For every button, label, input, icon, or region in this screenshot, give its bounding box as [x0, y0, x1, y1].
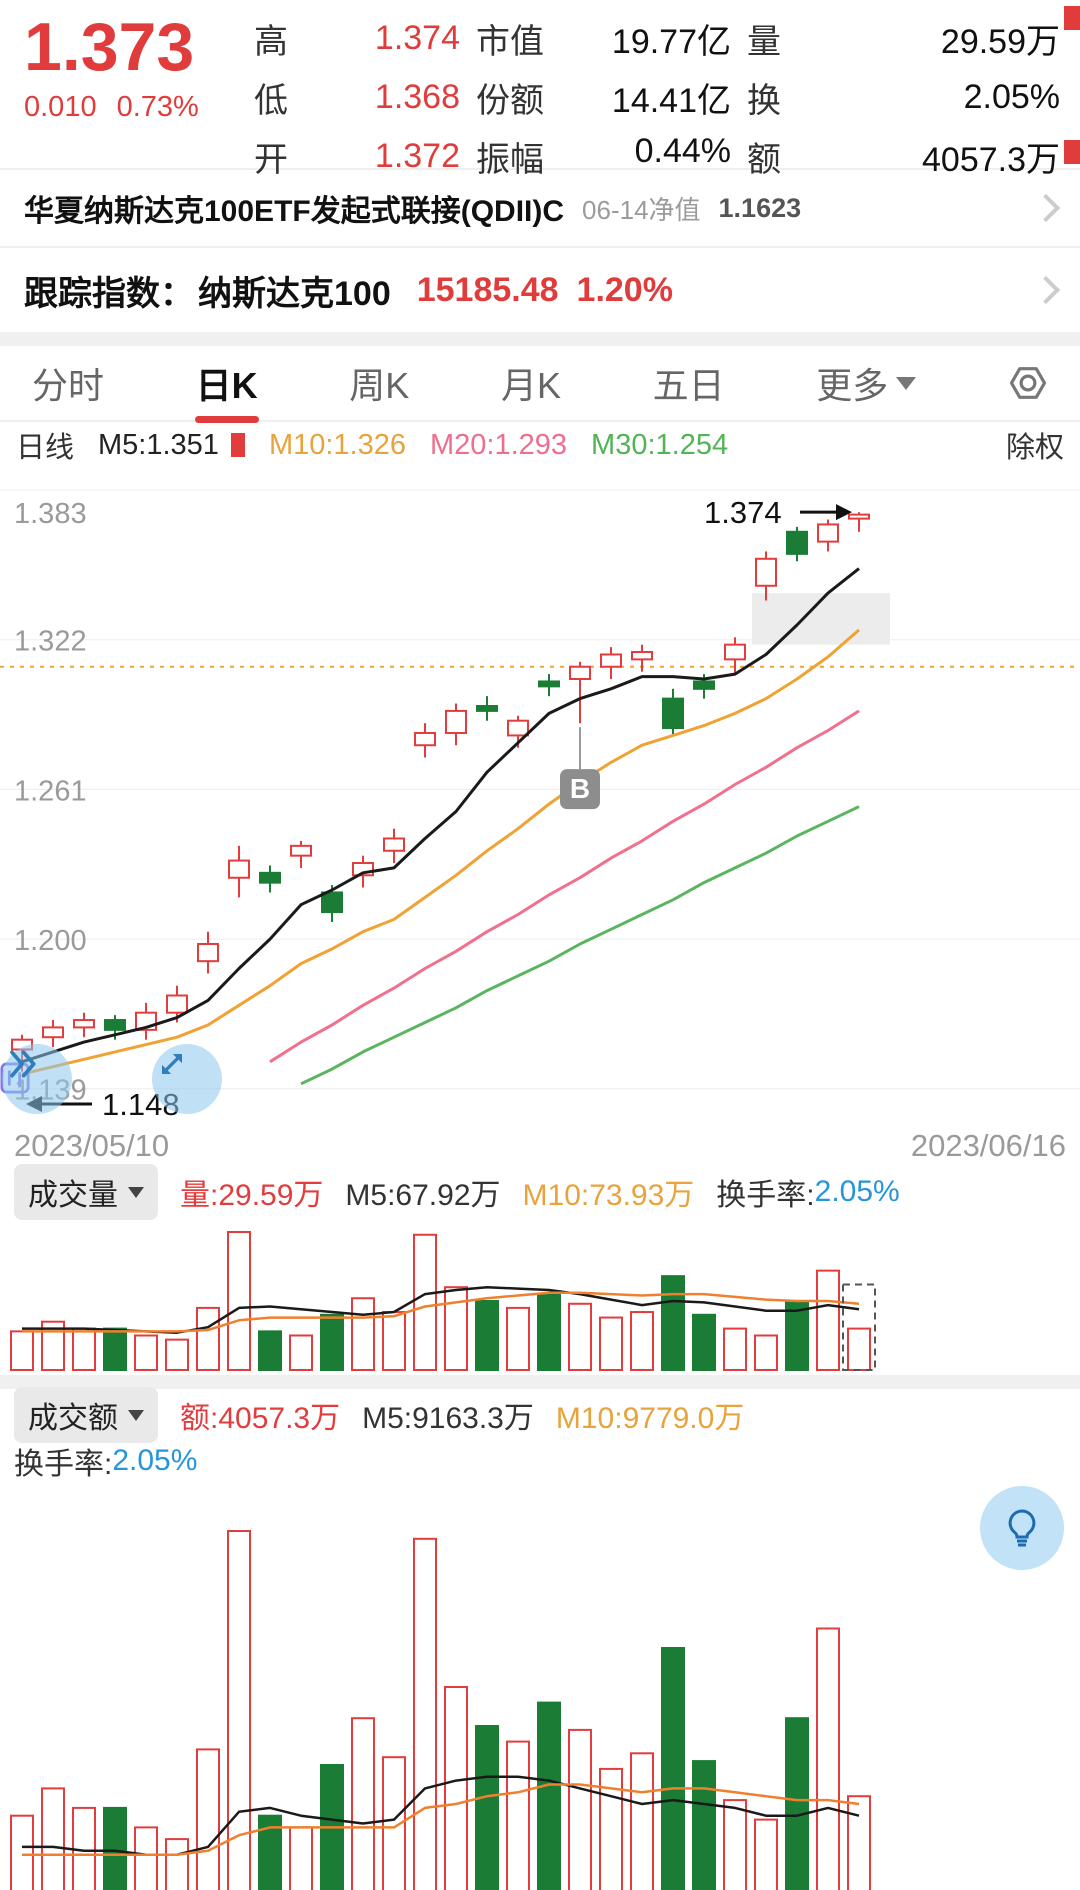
fund-name: 华夏纳斯达克100ETF发起式联接(QDII)C — [24, 195, 565, 228]
chevron-right-icon — [1031, 275, 1061, 305]
current-price: 1.373 — [24, 9, 195, 85]
linked-fund-row[interactable]: 华夏纳斯达克100ETF发起式联接(QDII)C 06-14净值 1.1623 — [0, 168, 1080, 248]
amount-ma10: M10:9779.0万 — [555, 1402, 745, 1435]
high-label: 高 — [254, 23, 288, 61]
change-value: 0.010 — [24, 90, 97, 123]
expand-icon — [162, 1054, 182, 1074]
expand-chart-button[interactable] — [152, 1044, 222, 1114]
nav-value: 1.1623 — [718, 192, 802, 223]
turnover-label: 换 — [747, 82, 781, 120]
red-marker-bottom — [1064, 140, 1080, 164]
bulb-icon — [1008, 1509, 1036, 1547]
volume-pane: 成交量 量:29.59万 M5:67.92万 M10:73.93万 换手率: 2.… — [0, 1164, 1080, 1375]
amount-indicator-selector[interactable]: 成交额 — [14, 1387, 158, 1443]
amount-pane-header: 成交额 额:4057.3万 M5:9163.3万 M10:9779.0万 — [0, 1387, 1080, 1443]
turnover-value: 2.05% — [963, 78, 1060, 116]
caret-down-icon — [128, 1186, 144, 1198]
ma10-legend: M10:1.326 — [268, 428, 406, 461]
amount-value: 4057.3万 — [922, 141, 1060, 179]
settings-gear-icon[interactable] — [1006, 361, 1050, 405]
chart-period-tabs: 分时 日K 周K 月K 五日 更多 — [0, 346, 1080, 422]
share-count: 份额 14.41亿 — [476, 82, 731, 120]
tab-monthly-k[interactable]: 月K — [500, 365, 561, 406]
red-marker-top — [1064, 6, 1080, 30]
ma5-legend: M5:1.351 — [98, 428, 219, 461]
indicator-legend: 日线 M5:1.351 M10:1.326 M20:1.293 M30:1.25… — [0, 422, 1080, 468]
svg-text:1.383: 1.383 — [14, 498, 87, 530]
section-divider — [0, 1375, 1080, 1389]
price-change: 0.010 0.73% — [24, 91, 254, 124]
amount-pane: 成交额 额:4057.3万 M5:9163.3万 M10:9779.0万 换手率… — [0, 1387, 1080, 1890]
quote-stats-grid: 高 1.374 市值 19.77亿 量 29.59万 低 1.368 份额 14.4… — [254, 10, 1060, 181]
ma30-legend: M30:1.254 — [591, 428, 729, 461]
high-value: 1.374 — [374, 19, 460, 57]
tracking-index-row[interactable]: 跟踪指数： 纳斯达克100 15185.48 1.20% — [0, 248, 1080, 332]
turnover-rate: 换手率: 2.05% — [716, 1175, 900, 1212]
volume-value: 29.59万 — [940, 23, 1060, 61]
tab-more[interactable]: 更多 — [814, 345, 918, 421]
svg-text:1.374: 1.374 — [704, 495, 782, 530]
volume-current: 量:29.59万 — [180, 1179, 324, 1212]
amount-turnover-rate: 换手率: 2.05% — [14, 1444, 198, 1481]
idea-bulb-button[interactable] — [980, 1486, 1064, 1570]
period-label: 日线 — [16, 432, 75, 464]
amplitude: 振幅 0.44% — [476, 132, 731, 179]
change-percent: 0.73% — [116, 90, 199, 123]
open-value: 1.372 — [374, 137, 460, 175]
fast-forward-button[interactable] — [2, 1044, 72, 1114]
volume-indicator-selector[interactable]: 成交量 — [14, 1164, 158, 1220]
legend-red-marker — [230, 433, 245, 457]
quote-header: 1.373 0.010 0.73% 高 1.374 市值 19.77亿 量 29.… — [0, 0, 1080, 179]
low-value: 1.368 — [374, 78, 460, 116]
svg-text:1.322: 1.322 — [14, 626, 87, 658]
volume-ma10: M10:73.93万 — [522, 1179, 695, 1212]
tab-weekly-k[interactable]: 周K — [349, 365, 410, 406]
amount-current: 额:4057.3万 — [180, 1402, 341, 1435]
chevron-right-icon — [1031, 193, 1061, 223]
svg-text:1.200: 1.200 — [14, 925, 87, 957]
svg-text:B: B — [570, 773, 590, 804]
start-date: 2023/05/10 — [14, 1128, 170, 1163]
caret-down-icon — [128, 1409, 144, 1421]
tab-five-day[interactable]: 五日 — [652, 365, 725, 406]
tab-daily-k[interactable]: 日K — [194, 345, 260, 421]
volume-pane-header: 成交量 量:29.59万 M5:67.92万 M10:73.93万 换手率: 2.… — [0, 1164, 1080, 1220]
end-date: 2023/06/16 — [910, 1128, 1066, 1163]
open-label: 开 — [254, 141, 288, 179]
exclude-rights-button[interactable]: 除权 — [1005, 432, 1064, 464]
index-name: 纳斯达克100 — [198, 274, 391, 313]
volume-label: 量 — [747, 23, 781, 61]
volume-chart-svg[interactable] — [0, 1220, 1080, 1375]
index-change-percent: 1.20% — [576, 270, 673, 309]
caret-down-icon — [896, 376, 917, 390]
amount-chart-svg[interactable] — [0, 1489, 1080, 1890]
nav-date-label: 06-14净值 — [582, 194, 701, 225]
x-axis-labels: 2023/05/10 2023/06/16 — [0, 1128, 1080, 1164]
amount-ma5: M5:9163.3万 — [362, 1402, 534, 1435]
market-cap: 市值 19.77亿 — [476, 23, 731, 61]
tab-intraday[interactable]: 分时 — [32, 365, 105, 406]
price-block: 1.373 0.010 0.73% — [24, 10, 254, 124]
ma20-legend: M20:1.293 — [429, 428, 568, 461]
svg-text:1.261: 1.261 — [14, 775, 87, 807]
index-value: 15185.48 — [416, 270, 559, 309]
volume-ma5: M5:67.92万 — [345, 1179, 501, 1212]
section-divider — [0, 332, 1080, 346]
fast-forward-icon — [10, 1050, 36, 1078]
tracking-index-label: 跟踪指数： — [24, 274, 194, 313]
low-label: 低 — [254, 82, 288, 120]
amount-label: 额 — [747, 141, 781, 179]
